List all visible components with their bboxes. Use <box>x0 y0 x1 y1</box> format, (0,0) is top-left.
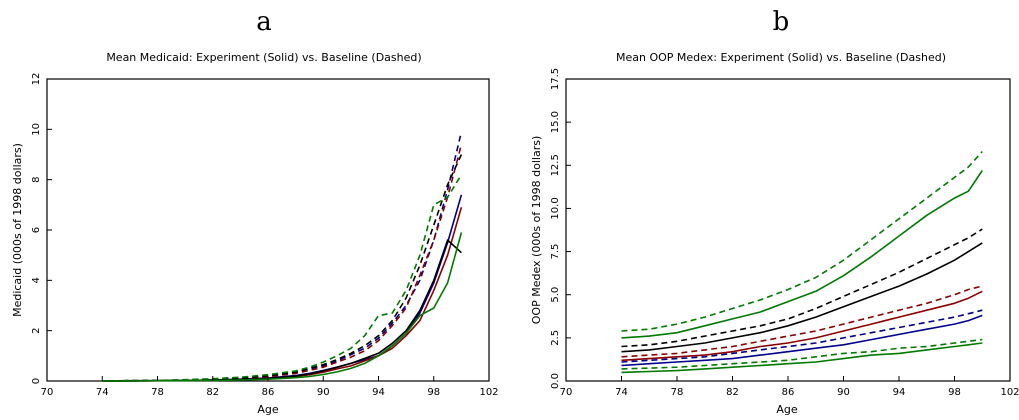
x-ticks-b: 70 74 78 82 86 90 94 98 102 <box>560 376 1019 398</box>
x-tick-label: 90 <box>317 387 330 398</box>
x-axis-label-b: Age <box>776 403 798 416</box>
panel-b: b Mean OOP Medex: Experiment (Solid) vs.… <box>530 7 1019 416</box>
x-tick-label: 82 <box>206 387 219 398</box>
x-tick-label: 86 <box>262 387 275 398</box>
plot-frame-a <box>46 78 490 382</box>
experiment-solid-line <box>621 314 983 367</box>
y-ticks-a: 0 2 4 6 8 10 12 <box>31 73 52 384</box>
y-tick-label: 4 <box>31 277 42 283</box>
x-tick-label: 102 <box>1000 387 1019 398</box>
x-tick-label: 98 <box>427 387 440 398</box>
chart-title-b: Mean OOP Medex: Experiment (Solid) vs. B… <box>616 51 946 64</box>
x-tick-label: 102 <box>479 387 498 398</box>
y-tick-label: 10.0 <box>550 197 561 219</box>
x-tick-label: 70 <box>41 387 54 398</box>
x-tick-label: 78 <box>671 387 684 398</box>
y-tick-label: 15.0 <box>550 111 561 133</box>
y-tick-label: 5.0 <box>550 287 561 303</box>
experiment-solid-line <box>102 207 463 382</box>
x-ticks-a: 70 74 78 82 86 90 94 98 102 <box>41 376 499 398</box>
x-tick-label: 82 <box>726 387 739 398</box>
x-axis-label-a: Age <box>257 403 279 416</box>
y-axis-label-b: OOP Medex (000s of 1998 dollars) <box>530 136 543 324</box>
panel-letter-a: a <box>256 7 272 37</box>
experiment-solid-line <box>621 242 983 353</box>
x-tick-label: 90 <box>837 387 850 398</box>
baseline-dashed-line <box>621 309 983 363</box>
baseline-dashed-line <box>621 150 983 332</box>
x-tick-label: 74 <box>96 387 109 398</box>
y-tick-label: 0 <box>31 378 42 384</box>
y-axis-label-a: Medicaid (000s of 1998 dollars) <box>11 143 24 317</box>
experiment-solid-line <box>621 170 983 339</box>
y-tick-label: 7.5 <box>550 244 561 260</box>
x-tick-label: 86 <box>782 387 795 398</box>
baseline-dashed-line <box>102 154 463 382</box>
baseline-dashed-line <box>621 228 983 348</box>
baseline-dashed-line <box>621 338 983 370</box>
panel-letter-b: b <box>773 7 790 37</box>
experiment-solid-line <box>102 232 463 382</box>
baseline-dashed-line <box>621 285 983 358</box>
y-tick-label: 2 <box>31 327 42 333</box>
series-group-b <box>621 150 983 374</box>
plot-frame-b <box>565 78 1011 382</box>
y-tick-label: 12 <box>31 73 42 86</box>
baseline-dashed-line <box>102 131 463 382</box>
baseline-dashed-line <box>102 144 463 382</box>
y-tick-label: 10 <box>31 123 42 136</box>
y-tick-label: 0.0 <box>550 373 561 389</box>
panel-a: a Mean Medicaid: Experiment (Solid) vs. … <box>11 7 499 416</box>
baseline-dashed-line <box>102 174 463 382</box>
y-ticks-b: 0.0 2.5 5.0 7.5 10.0 12.5 15.0 17.5 <box>550 68 571 389</box>
experiment-solid-line <box>621 290 983 362</box>
x-tick-label: 78 <box>151 387 164 398</box>
experiment-solid-line <box>102 239 462 382</box>
y-tick-label: 12.5 <box>550 154 561 176</box>
chart-title-a: Mean Medicaid: Experiment (Solid) vs. Ba… <box>106 51 421 64</box>
series-group-a <box>102 131 463 382</box>
y-tick-label: 2.5 <box>550 330 561 346</box>
y-tick-label: 8 <box>31 176 42 182</box>
x-tick-label: 74 <box>615 387 628 398</box>
x-tick-label: 94 <box>372 387 385 398</box>
experiment-solid-line <box>621 342 983 374</box>
x-tick-label: 94 <box>893 387 906 398</box>
x-tick-label: 70 <box>560 387 573 398</box>
y-tick-label: 17.5 <box>550 68 561 90</box>
x-tick-label: 98 <box>948 387 961 398</box>
y-tick-label: 6 <box>31 227 42 233</box>
